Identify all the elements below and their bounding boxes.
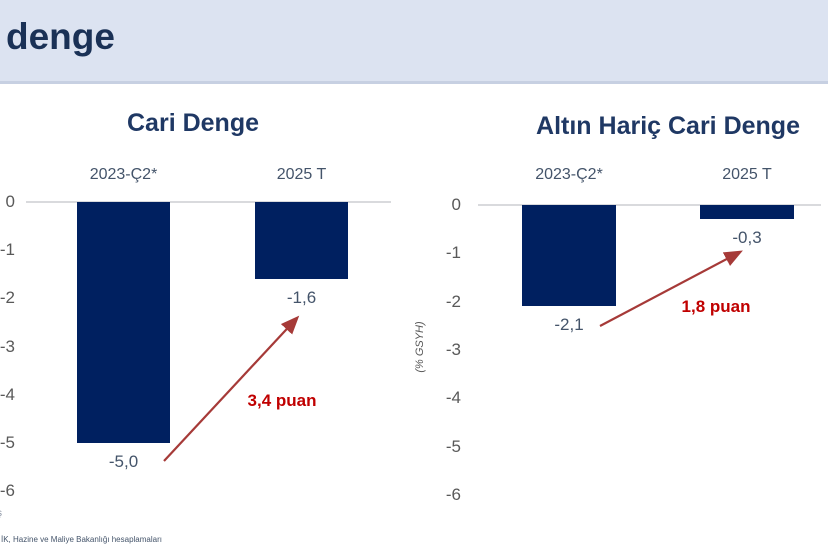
bar (77, 202, 170, 443)
chart-title: Cari Denge (127, 109, 259, 137)
x-category-label: 2023-Ç2* (535, 166, 603, 183)
y-tick-label: -4 (0, 384, 15, 404)
y-tick-label: 0 (451, 195, 461, 214)
y-tick-label: -2 (445, 291, 461, 311)
bar-value-label: -2,1 (554, 315, 584, 334)
chart-title: Altın Hariç Cari Denge (536, 112, 800, 140)
bar (700, 205, 794, 219)
bar-value-label: -0,3 (732, 228, 762, 247)
x-axis-zero-line (26, 201, 391, 203)
slide-header: denge (0, 0, 828, 84)
change-annotation: 1,8 puan (681, 297, 751, 316)
y-tick-label: -5 (0, 433, 15, 452)
y-tick-label: 0 (5, 192, 15, 211)
x-category-label: 2023-Ç2* (89, 166, 158, 183)
bar-value-label: -1,6 (286, 288, 317, 307)
trend-arrow (163, 315, 300, 462)
bar (255, 202, 348, 279)
source-note: İK, Hazine ve Maliye Bakanlığı hesaplama… (1, 535, 162, 544)
page-title: denge (6, 16, 115, 57)
y-tick-label: -1 (445, 243, 461, 263)
bar-value-label: -5,0 (108, 452, 139, 471)
trend-arrow (599, 250, 743, 327)
x-category-label: 2025 T (722, 166, 772, 183)
footnote-fragment: ş (0, 508, 2, 519)
change-annotation: 3,4 puan (247, 391, 317, 410)
y-tick-label: -2 (0, 288, 15, 308)
y-tick-label: -5 (445, 436, 461, 456)
y-tick-label: -1 (0, 240, 15, 260)
x-category-label: 2025 T (276, 166, 327, 183)
y-tick-label: -4 (445, 388, 461, 408)
bar (522, 205, 616, 306)
y-tick-label: -3 (445, 339, 461, 359)
y-tick-label: -6 (445, 484, 461, 504)
y-tick-label: -3 (0, 336, 15, 356)
x-axis-zero-line (478, 204, 821, 206)
y-tick-label: -6 (0, 481, 15, 501)
